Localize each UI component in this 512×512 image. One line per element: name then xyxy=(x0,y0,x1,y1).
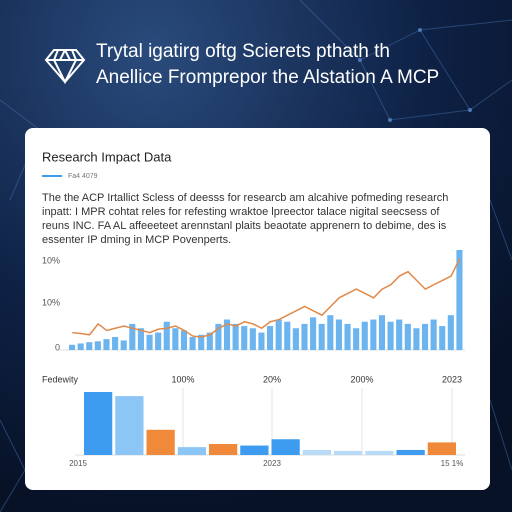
axis-label: 0 xyxy=(55,342,60,352)
bar xyxy=(301,323,308,350)
bar xyxy=(86,342,93,350)
chart2-label: 15 1% xyxy=(441,459,464,468)
bar xyxy=(69,344,76,350)
bar xyxy=(84,392,113,455)
bar xyxy=(404,323,411,350)
bar xyxy=(115,396,144,455)
trend-line xyxy=(72,258,461,338)
title-line: Trytal igatirg oftg Scierets pthath th xyxy=(96,41,390,62)
paragraph-line: reuns INC. FA AL affeeeteet arennstanl p… xyxy=(42,220,447,232)
chart2-label: 100% xyxy=(171,374,194,384)
tag: Fa4 4079 xyxy=(68,173,98,180)
bar xyxy=(177,447,206,455)
bar xyxy=(413,328,420,350)
bar xyxy=(387,321,394,350)
bar xyxy=(396,449,425,455)
axis-label: 10% xyxy=(42,297,60,307)
bar xyxy=(353,328,360,350)
bar xyxy=(146,429,175,455)
paragraph-line: The the ACP Irtallict Scless of deesss f… xyxy=(42,192,448,204)
bar xyxy=(370,319,377,350)
bar xyxy=(215,323,222,350)
bar xyxy=(456,249,463,350)
bar xyxy=(209,443,238,455)
bar xyxy=(327,315,334,350)
bar xyxy=(275,319,282,350)
bar xyxy=(271,439,300,455)
chart2-label: 2023 xyxy=(263,459,281,468)
bar xyxy=(335,319,342,350)
bar xyxy=(310,317,317,350)
bar xyxy=(232,323,239,350)
diamond-icon xyxy=(44,49,86,85)
bar xyxy=(447,315,454,350)
bar xyxy=(284,321,291,350)
bar xyxy=(129,323,136,350)
title-line: Anellice Fromprepor the Alstation A MCP xyxy=(96,67,439,88)
bar xyxy=(361,321,368,350)
bar xyxy=(427,442,456,455)
axis-label: 10% xyxy=(42,255,60,265)
bar xyxy=(439,326,446,350)
card-title: Research Impact Data xyxy=(42,149,172,164)
bar xyxy=(189,336,196,350)
chart2-label: 20% xyxy=(263,374,281,384)
bar xyxy=(103,339,110,350)
paragraph-line: essenter IP dming in MCP Povenperts. xyxy=(42,234,231,246)
bar xyxy=(267,326,274,350)
bar xyxy=(77,343,84,350)
chart2-label: Fedewity xyxy=(42,374,79,384)
chart2-label: 2023 xyxy=(442,374,462,384)
bar xyxy=(344,323,351,350)
chart2-label: 200% xyxy=(350,374,373,384)
bar xyxy=(365,450,394,455)
bar xyxy=(223,319,231,350)
bar xyxy=(137,328,144,350)
bar xyxy=(258,332,265,350)
bar xyxy=(180,330,188,350)
bar xyxy=(318,323,325,350)
bar xyxy=(112,336,119,350)
chart2-label: 2015 xyxy=(69,459,87,468)
bar xyxy=(146,334,153,350)
bar xyxy=(421,323,429,350)
bar xyxy=(94,341,101,350)
bar xyxy=(249,328,256,350)
bar xyxy=(163,321,170,350)
paragraph-line: inpatt: I MPR cohtat reles for refesting… xyxy=(42,206,440,218)
bar xyxy=(302,449,331,455)
bar xyxy=(334,450,363,455)
bar xyxy=(292,328,299,350)
bar xyxy=(240,445,269,455)
bar xyxy=(155,332,162,350)
bar xyxy=(120,340,127,350)
bar xyxy=(172,328,179,350)
bar xyxy=(378,315,386,350)
bar xyxy=(430,319,437,350)
bar xyxy=(206,332,213,350)
bar xyxy=(396,319,403,350)
bar xyxy=(198,334,205,350)
bar xyxy=(241,326,248,350)
